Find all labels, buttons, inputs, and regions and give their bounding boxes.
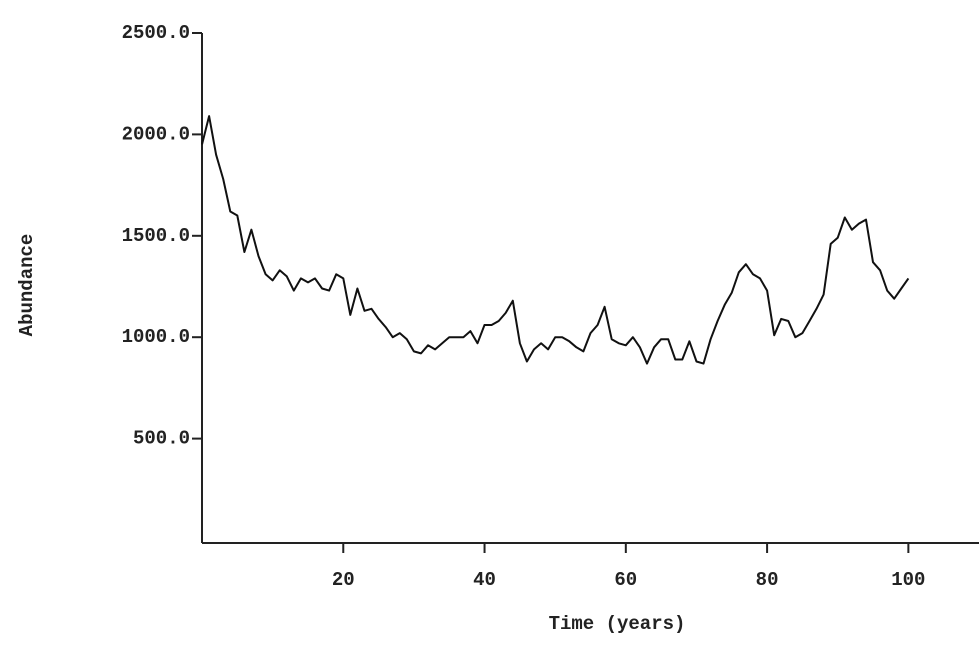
x-tick-label: 100 <box>891 569 925 591</box>
x-tick-label: 40 <box>473 569 496 591</box>
y-tick-label: 1500.0 <box>122 225 190 247</box>
x-tick-label: 80 <box>756 569 779 591</box>
y-tick-label: 1000.0 <box>122 326 190 348</box>
x-axis-label: Time (years) <box>549 613 686 635</box>
x-tick-label: 20 <box>332 569 355 591</box>
y-tick-label: 2500.0 <box>122 22 190 44</box>
x-tick-label: 60 <box>614 569 637 591</box>
y-axis-label: Abundance <box>16 234 38 337</box>
y-tick-label: 500.0 <box>133 428 190 450</box>
y-tick-label: 2000.0 <box>122 123 190 145</box>
data-line <box>201 115 910 365</box>
